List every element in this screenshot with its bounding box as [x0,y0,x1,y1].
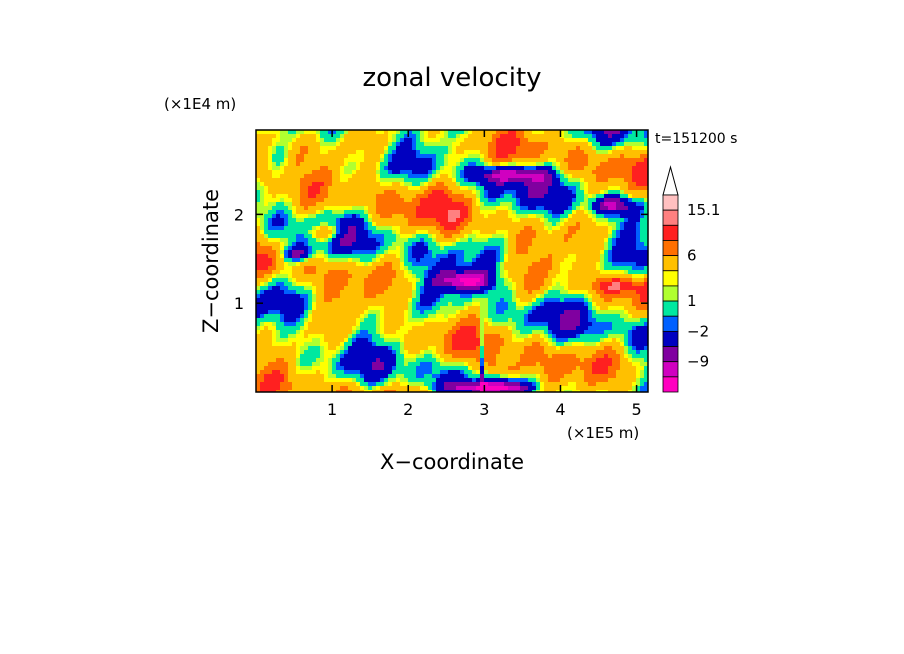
colorbar-swatch [662,376,679,393]
colorbar-swatch [662,330,679,347]
colorbar-tick-labels: 15.1 6 1 −2 −9 [687,201,720,371]
x-tick-label: 2 [403,400,413,419]
colorbar-swatch [662,255,679,272]
plot-frame [255,129,649,393]
colorbar-swatch [662,361,679,378]
x-tick-label: 1 [327,400,337,419]
velocity-field [256,130,648,392]
chart-title: zonal velocity [362,63,541,93]
colorbar-swatch [662,224,679,241]
colorbar-tick-label: −9 [687,353,709,371]
x-tick-label: 5 [631,400,641,419]
colorbar-tick-label: 1 [687,292,697,310]
time-label: t=151200 s [655,131,737,147]
colorbar-swatch [662,270,679,287]
colorbar-over-arrow [662,165,679,196]
colorbar-swatch [662,315,679,332]
x-axis-label: X−coordinate [380,450,524,474]
colorbar-swatch [662,240,679,257]
x-tick-label: 3 [479,400,489,419]
x-tick-label: 4 [555,400,565,419]
colorbar-swatch [662,300,679,317]
y-axis-ticks: 12 [234,205,648,313]
colorbar-swatch [662,285,679,302]
colorbar-tick-label: −2 [687,322,709,340]
x-scale-label: (×1E5 m) [567,424,639,442]
y-tick-label: 2 [234,205,244,224]
y-scale-label: (×1E4 m) [164,95,236,113]
y-axis-label: Z−coordinate [199,189,223,333]
colorbar-swatch [662,209,679,226]
x-axis-ticks: 1 2 3 4 5 [327,130,642,419]
colorbar-swatch [662,346,679,363]
colorbar-tick-label: 15.1 [687,201,720,219]
colorbar-tick-label: 6 [687,247,697,265]
y-tick-label: 1 [234,294,244,313]
colorbar [662,165,679,393]
colorbar-swatch [662,194,679,211]
